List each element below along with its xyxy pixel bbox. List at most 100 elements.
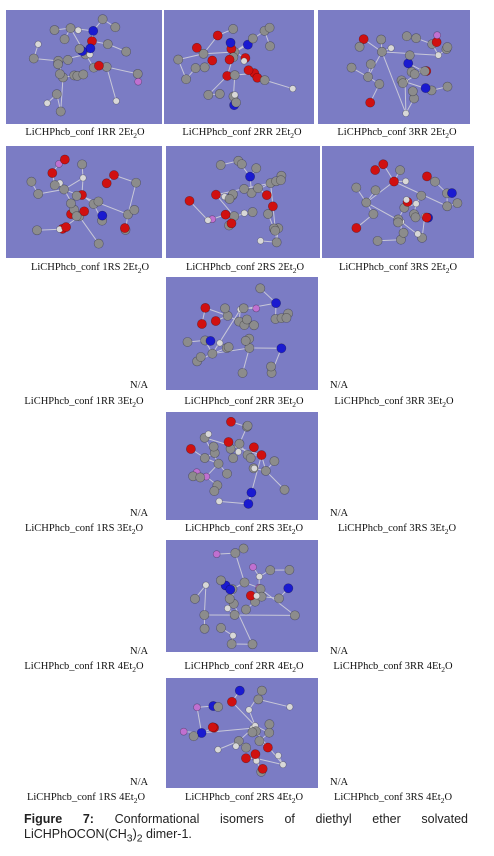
carbon-atom (240, 335, 251, 346)
carbon-atom (410, 212, 421, 223)
oxygen-atom (101, 178, 112, 189)
carbon-atom (247, 33, 258, 44)
carbon-atom (93, 238, 104, 249)
bond (201, 727, 253, 734)
hydrogen-atom (279, 761, 287, 769)
carbon-atom (274, 593, 284, 604)
carbon-atom (234, 438, 245, 449)
carbon-atom (123, 209, 133, 220)
carbon-atom (264, 719, 275, 730)
carbon-atom (228, 453, 239, 463)
bond (231, 701, 256, 727)
oxygen-atom (358, 34, 369, 45)
carbon-atom (377, 46, 387, 57)
carbon-atom (59, 34, 70, 45)
hydrogen-atom (412, 200, 420, 208)
hydrogen-atom (289, 85, 297, 93)
hydrogen-atom (257, 237, 265, 245)
carbon-atom (275, 175, 286, 186)
carbon-atom (230, 548, 241, 558)
carbon-atom (249, 320, 259, 331)
bond (264, 79, 293, 90)
carbon-atom (395, 165, 405, 176)
oxygen-atom (378, 159, 389, 170)
oxygen-atom (241, 753, 251, 764)
bond (106, 66, 138, 75)
carbon-atom (199, 62, 210, 73)
molecule-image (166, 277, 318, 390)
lithium-atom (249, 563, 257, 571)
molecule-image (318, 10, 470, 124)
hydrogen-atom (402, 196, 410, 204)
molecule-panel (166, 412, 318, 520)
conformer-label: LiCHPhcb_conf 2RS 2Et2O (185, 262, 305, 276)
carbon-atom (255, 283, 266, 294)
carbon-atom (229, 609, 240, 620)
oxygen-atom (210, 316, 221, 326)
oxygen-atom (207, 55, 218, 66)
bonds (33, 18, 139, 112)
carbon-atom (247, 207, 258, 217)
hydrogen-atom (250, 464, 258, 472)
hydrogen-atom (74, 26, 82, 34)
carbon-atom (78, 69, 89, 80)
hydrogen-atom (204, 430, 212, 438)
carbon-atom (51, 89, 62, 100)
carbon-atom (259, 75, 270, 86)
caption-sub-2: 2 (136, 833, 143, 845)
oxygen-atom (191, 42, 202, 53)
carbon-atom (393, 217, 403, 228)
conformer-label: LiCHPhcb_conf 3RS 2Et2O (338, 262, 458, 276)
not-available-text: N/A (130, 380, 149, 391)
bond (211, 309, 241, 354)
hydrogen-atom (43, 99, 51, 107)
not-available-text: N/A (130, 508, 149, 519)
oxygen-atom (119, 223, 130, 233)
not-available-text: N/A (330, 646, 349, 657)
bond (365, 181, 395, 203)
bond (233, 603, 253, 645)
lithium-atom (212, 550, 221, 558)
carbon-atom (236, 159, 247, 169)
carbon-atom (28, 53, 39, 64)
oxygen-atom (185, 444, 196, 454)
lithium-atom (252, 304, 260, 313)
oxygen-atom (421, 212, 432, 223)
molecule-panel (318, 10, 470, 124)
oxygen-atom (226, 416, 236, 427)
bond (78, 215, 100, 244)
carbon-atom (442, 81, 453, 92)
carbon-atom (241, 604, 251, 615)
carbon-atom (238, 303, 249, 314)
carbon-atom (363, 72, 373, 82)
hydrogen-atom (204, 216, 212, 224)
nitrogen-atom (245, 171, 255, 182)
carbon-atom (231, 97, 241, 108)
molecule-panel (6, 10, 162, 124)
hydrogen-atom (224, 604, 232, 612)
carbon-atom (182, 337, 193, 347)
carbon-atom (354, 41, 365, 52)
carbon-atom (59, 184, 69, 195)
bonds (30, 159, 137, 244)
carbon-atom (245, 453, 256, 463)
carbon-atom (195, 472, 206, 483)
carbon-atom (33, 189, 44, 199)
oxygen-atom (207, 722, 218, 733)
carbon-atom (74, 43, 85, 54)
carbon-atom (407, 86, 418, 97)
hydrogen-atom (240, 209, 248, 217)
bond (127, 182, 137, 215)
carbon-atom (222, 468, 232, 479)
carbon-atom (264, 727, 275, 738)
carbon-atom (271, 237, 282, 248)
conformer-label: LiCHPhcb_conf 3RR 4Et2O (333, 661, 453, 675)
carbon-atom (66, 198, 76, 209)
nitrogen-atom (234, 685, 245, 696)
carbon-atom (49, 25, 60, 35)
carbon-atom (401, 31, 412, 42)
carbon-atom (242, 420, 253, 431)
hydrogen-atom (202, 581, 210, 589)
carbon-atom (199, 453, 210, 463)
molecule-image (166, 540, 318, 652)
